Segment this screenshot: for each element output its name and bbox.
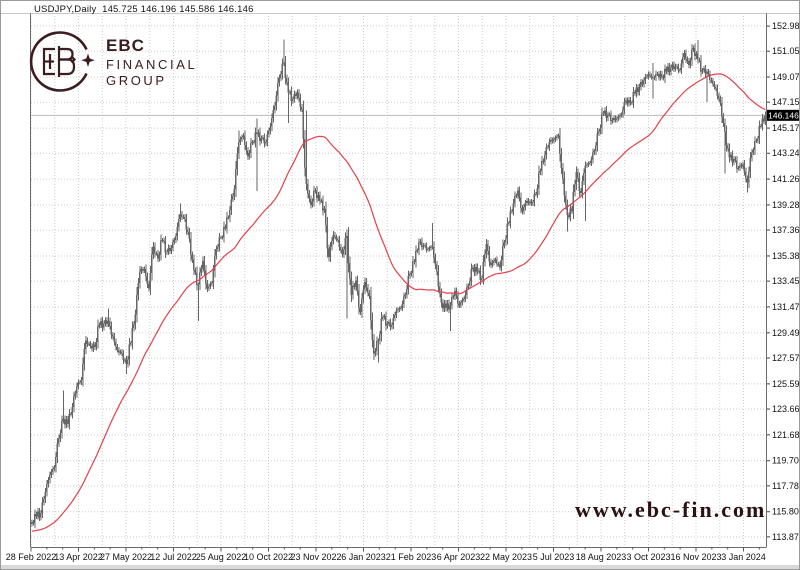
y-axis-label: 131.475 xyxy=(772,302,800,312)
y-axis-label: 151.055 xyxy=(772,46,800,56)
current-price-box xyxy=(767,109,799,121)
y-axis-label: 139.285 xyxy=(772,200,800,210)
x-axis-label: 3 Jan 2024 xyxy=(721,552,766,562)
y-axis-label: 125.590 xyxy=(772,379,800,389)
x-axis-label: 5 Jul 2023 xyxy=(533,552,575,562)
y-axis-label: 141.265 xyxy=(772,174,800,184)
y-axis-label: 135.380 xyxy=(772,251,800,261)
ebc-logo-text: EBC FINANCIAL GROUP xyxy=(106,37,197,87)
y-axis-label: 123.665 xyxy=(772,404,800,414)
y-axis-label: 127.570 xyxy=(772,353,800,363)
logo-word-financial: FINANCIAL xyxy=(106,57,198,72)
y-axis-label: 137.360 xyxy=(772,225,800,235)
y-axis-label: 117.780 xyxy=(772,481,800,491)
candles xyxy=(30,39,767,529)
y-axis-label: 129.495 xyxy=(772,328,800,338)
current-price-value: 146.146 xyxy=(768,111,799,121)
y-axis-label: 119.705 xyxy=(772,456,800,466)
x-axis-label: 6 Jan 2023 xyxy=(341,552,386,562)
ebc-logo-mark-icon xyxy=(29,31,95,92)
logo-name: EBC xyxy=(106,36,145,55)
x-axis-label: 21 Feb 2023 xyxy=(386,552,437,562)
x-axis-label: 22 May 2023 xyxy=(480,552,532,562)
y-axis-label: 143.245 xyxy=(772,148,800,158)
x-axis-label: 12 Jul 2022 xyxy=(150,552,197,562)
x-axis-label: 6 Apr 2023 xyxy=(437,552,481,562)
x-axis-label: 3 Oct 2023 xyxy=(626,552,670,562)
y-axis-label: 147.150 xyxy=(772,97,800,107)
y-axis-label: 121.685 xyxy=(772,430,800,440)
logo-word-group: GROUP xyxy=(106,73,167,88)
x-axis-label: 13 Apr 2022 xyxy=(54,552,103,562)
y-axis-label: 115.800 xyxy=(772,507,800,517)
y-axis-label: 113.875 xyxy=(772,532,800,542)
y-axis-label: 145.170 xyxy=(772,123,800,133)
website-watermark: www.ebc-fin.com xyxy=(575,497,767,522)
moving-average-line xyxy=(31,73,766,532)
x-axis-label: 27 May 2022 xyxy=(100,552,152,562)
y-axis-label: 133.455 xyxy=(772,276,800,286)
x-axis-label: 18 Aug 2023 xyxy=(576,552,627,562)
y-axis-label: 152.980 xyxy=(772,21,800,31)
x-axis-label: 10 Oct 2022 xyxy=(244,552,293,562)
x-axis-label: 25 Aug 2022 xyxy=(196,552,247,562)
x-axis-label: 28 Feb 2022 xyxy=(6,552,57,562)
ebc-logo: EBC FINANCIAL GROUP xyxy=(25,27,197,97)
chart-symbol-ohlc-title: USDJPY,Daily 145.725 146.196 145.586 146… xyxy=(34,4,254,15)
window-bottom-edge xyxy=(1,565,799,569)
x-axis-label: 23 Nov 2022 xyxy=(290,552,341,562)
x-axis-label: 16 Nov 2023 xyxy=(670,552,721,562)
y-axis-label: 149.075 xyxy=(772,72,800,82)
